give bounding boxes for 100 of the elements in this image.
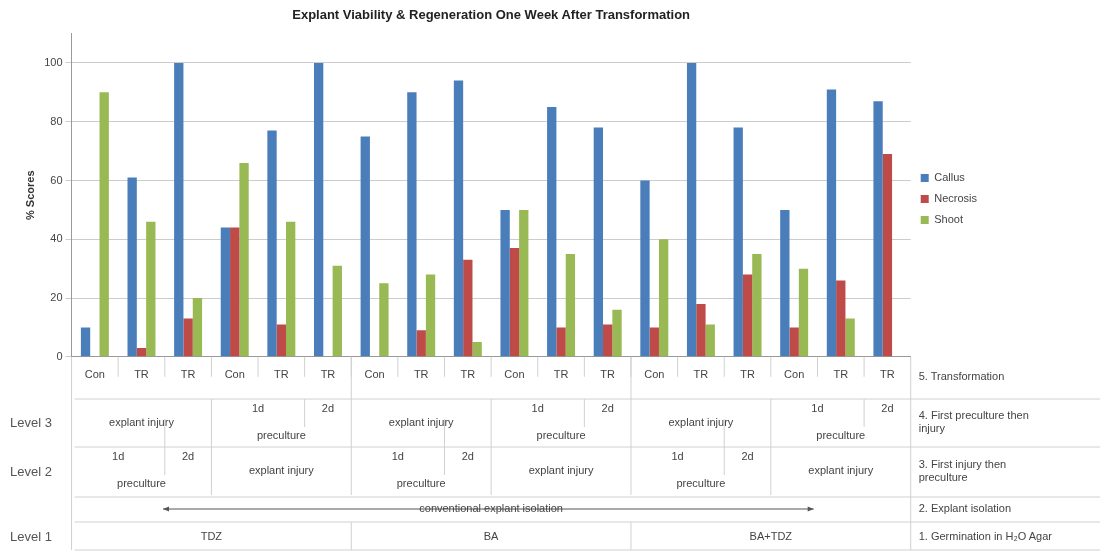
bar bbox=[649, 327, 659, 357]
bar bbox=[80, 327, 91, 357]
bar bbox=[416, 330, 426, 357]
bar bbox=[267, 130, 277, 357]
x-tick-label: Con bbox=[504, 368, 525, 381]
x-tick-label: TR bbox=[553, 368, 569, 381]
bar bbox=[407, 92, 417, 357]
bar bbox=[360, 136, 370, 357]
bar bbox=[472, 342, 482, 357]
x-tick-label: TR bbox=[880, 368, 895, 381]
bar bbox=[742, 274, 753, 357]
bar bbox=[882, 154, 893, 357]
text: explant injury bbox=[248, 463, 314, 477]
text: preculture bbox=[676, 477, 726, 490]
x-tick-label: TR bbox=[740, 368, 755, 381]
x-tick-label: TR bbox=[600, 368, 616, 381]
text: 2. Explant isolation bbox=[918, 502, 1012, 515]
text: 1d bbox=[671, 450, 684, 463]
y-tick-label: 60 bbox=[50, 173, 63, 186]
legend-label: Shoot bbox=[934, 213, 963, 226]
bar bbox=[146, 221, 156, 357]
bar bbox=[705, 324, 715, 357]
bar bbox=[845, 318, 855, 357]
text: preculture bbox=[256, 429, 306, 442]
bar bbox=[425, 274, 436, 357]
x-tick-label: Con bbox=[784, 368, 805, 381]
text: Level 2 bbox=[10, 463, 52, 479]
y-tick-label: 0 bbox=[56, 349, 63, 362]
text: 2d bbox=[741, 450, 754, 463]
x-tick-label: TR bbox=[460, 368, 476, 381]
text: preculture bbox=[396, 477, 446, 490]
text: 5. Transformation bbox=[918, 370, 1005, 384]
y-tick-label: 80 bbox=[50, 114, 63, 127]
bar bbox=[239, 162, 249, 357]
x-tick-label: TR bbox=[320, 368, 336, 381]
text: 1. Germination in H₂O Agar bbox=[918, 529, 1052, 543]
x-tick-label: Con bbox=[224, 368, 245, 381]
bar bbox=[453, 80, 464, 357]
text: explant injury bbox=[388, 415, 454, 429]
chart-title: Explant Viability & Regeneration One Week After Transformation bbox=[292, 7, 691, 23]
bar bbox=[612, 309, 622, 357]
text: Level 1 bbox=[10, 528, 52, 544]
text: explant injury bbox=[808, 463, 874, 477]
x-tick-label: Con bbox=[644, 368, 665, 381]
text: preculture bbox=[816, 429, 866, 442]
bar bbox=[192, 298, 203, 357]
text: explant injury bbox=[668, 415, 734, 429]
bar bbox=[519, 209, 529, 357]
bar bbox=[565, 253, 576, 357]
y-axis-title: % Scores bbox=[23, 170, 36, 220]
text: 1d bbox=[391, 450, 404, 463]
text: 1d bbox=[251, 402, 265, 415]
bar bbox=[313, 62, 324, 357]
bar bbox=[686, 62, 697, 357]
legend-label: Necrosis bbox=[934, 192, 978, 205]
text: 2d bbox=[601, 402, 614, 415]
bar bbox=[509, 248, 520, 357]
bar bbox=[276, 324, 287, 357]
text: conventional explant isolation bbox=[419, 502, 563, 515]
text: 2d bbox=[181, 450, 195, 463]
bar bbox=[780, 209, 790, 357]
x-tick-label: TR bbox=[413, 368, 429, 381]
bar bbox=[463, 259, 473, 357]
bar bbox=[873, 101, 883, 357]
bar bbox=[127, 177, 137, 357]
bar bbox=[220, 227, 231, 357]
text: 1d bbox=[112, 450, 125, 463]
legend-label: Callus bbox=[934, 171, 966, 184]
bar bbox=[286, 221, 296, 357]
y-tick-label: 40 bbox=[50, 232, 63, 245]
y-tick-label: 100 bbox=[44, 56, 63, 69]
x-tick-label: TR bbox=[274, 368, 289, 381]
text: 2d bbox=[321, 402, 335, 415]
text: BA+TDZ bbox=[749, 529, 793, 543]
bar bbox=[547, 107, 557, 357]
bar bbox=[230, 227, 240, 357]
bar bbox=[836, 280, 846, 357]
y-tick-label: 20 bbox=[50, 291, 63, 304]
bar bbox=[798, 268, 809, 357]
x-tick-label: TR bbox=[833, 368, 849, 381]
text: TDZ bbox=[200, 529, 223, 543]
x-tick-label: TR bbox=[180, 368, 196, 381]
x-tick-label: TR bbox=[134, 368, 149, 381]
bar bbox=[183, 318, 193, 357]
text: 4. First preculture then injury bbox=[918, 409, 1030, 435]
text: BA bbox=[483, 529, 499, 543]
bar bbox=[500, 209, 510, 357]
x-tick-label: TR bbox=[693, 368, 709, 381]
x-tick-label: Con bbox=[364, 368, 385, 381]
text: explant injury bbox=[109, 415, 174, 429]
bar bbox=[556, 327, 566, 357]
bar bbox=[174, 62, 184, 357]
bar bbox=[603, 324, 613, 357]
bar bbox=[826, 89, 837, 357]
bar bbox=[752, 253, 762, 357]
bar bbox=[136, 347, 147, 357]
bar bbox=[99, 92, 109, 357]
text: 1d bbox=[531, 402, 544, 415]
text: explant injury bbox=[528, 463, 594, 477]
text: 2d bbox=[881, 402, 894, 415]
